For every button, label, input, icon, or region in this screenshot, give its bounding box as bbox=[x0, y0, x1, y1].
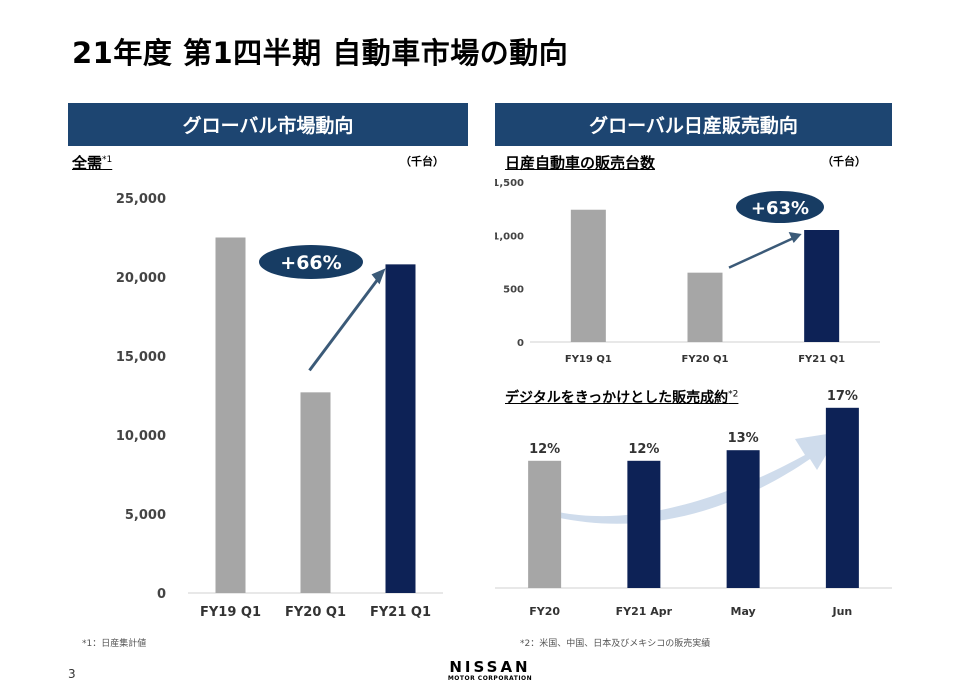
y-tick-label: 500 bbox=[503, 285, 524, 296]
x-tick-label: FY21 Q1 bbox=[370, 605, 431, 620]
digital-sales-label: デジタルをきっかけとした販売成約*2 bbox=[505, 389, 739, 406]
x-tick-label: FY19 Q1 bbox=[565, 354, 612, 365]
bar-fy20 bbox=[528, 460, 562, 588]
x-tick-label: FY21 Q1 bbox=[798, 354, 845, 365]
right-unit-label: （千台） bbox=[822, 155, 866, 168]
global-market-header: グローバル市場動向 bbox=[68, 103, 468, 146]
left-unit-label: （千台） bbox=[400, 155, 444, 168]
data-label: 12% bbox=[529, 442, 560, 457]
footnote-ref-1: *1 bbox=[102, 155, 113, 165]
nissan-sales-volume-label: 日産自動車の販売台数 bbox=[505, 154, 656, 172]
y-tick-label: 1,000 bbox=[495, 231, 524, 242]
bar-fy21-q1 bbox=[804, 230, 840, 342]
y-tick-label: 20,000 bbox=[116, 271, 166, 286]
x-tick-label: FY20 Q1 bbox=[285, 605, 346, 620]
growth-trend-arrow bbox=[555, 432, 840, 524]
growth-arrow-line bbox=[728, 236, 795, 269]
bar-may bbox=[726, 450, 760, 588]
y-tick-label: 0 bbox=[157, 587, 166, 602]
bar-fy21-apr bbox=[627, 460, 661, 588]
bar-fy20-q1 bbox=[300, 392, 331, 593]
growth-badge bbox=[736, 191, 824, 223]
footnote-1: *1：日産集計値 bbox=[82, 639, 147, 649]
y-tick-label: 10,000 bbox=[116, 429, 166, 444]
digital-sales-chart: 12% FY20 12% FY21 Apr 13% May 17% Jun bbox=[495, 389, 892, 618]
nissan-sales-chart: 0 500 1,000 1,500 FY19 Q1 FY20 Q1 FY21 Q1 +63% bbox=[495, 178, 880, 365]
global-market-chart: 0 5,000 10,000 15,000 20,000 25,000 FY19 Q1 FY2… bbox=[116, 192, 443, 620]
growth-badge-label: +63% bbox=[751, 198, 809, 219]
bar-fy19-q1 bbox=[570, 209, 606, 342]
x-tick-label: FY21 Apr bbox=[616, 605, 673, 618]
growth-badge-label: +66% bbox=[280, 252, 341, 274]
bar-fy19-q1 bbox=[215, 237, 246, 593]
x-tick-label: Jun bbox=[831, 605, 852, 618]
x-tick-label: FY20 Q1 bbox=[682, 354, 729, 365]
growth-arrow-head bbox=[788, 232, 802, 243]
x-tick-label: FY19 Q1 bbox=[200, 605, 261, 620]
bar-fy21-q1 bbox=[385, 264, 416, 593]
y-tick-label: 25,000 bbox=[116, 192, 166, 207]
footnote-ref-2: *2 bbox=[728, 389, 739, 400]
data-label: 12% bbox=[628, 442, 659, 457]
growth-badge bbox=[259, 245, 363, 279]
y-tick-label: 5,000 bbox=[125, 508, 166, 523]
x-tick-label: FY20 bbox=[529, 605, 560, 618]
bar-fy20-q1 bbox=[687, 272, 723, 342]
page-title: 21年度 第1四半期 自動車市場の動向 bbox=[72, 36, 569, 70]
growth-arrow-line bbox=[308, 277, 380, 372]
y-tick-label: 1,500 bbox=[495, 178, 524, 189]
x-tick-label: May bbox=[731, 605, 756, 618]
bar-jun bbox=[825, 407, 859, 588]
page-number: 3 bbox=[68, 667, 76, 681]
footnote-2: *2：米国、中国、日本及びメキシコの販売実績 bbox=[520, 639, 711, 649]
y-tick-label: 15,000 bbox=[116, 350, 166, 365]
data-label: 17% bbox=[827, 389, 858, 404]
nissan-logo: NISSAN MOTOR CORPORATION bbox=[447, 658, 533, 682]
total-demand-label: 全需*1 bbox=[72, 154, 113, 172]
data-label: 13% bbox=[728, 431, 759, 446]
global-nissan-sales-header: グローバル日産販売動向 bbox=[495, 103, 892, 146]
y-tick-label: 0 bbox=[517, 338, 524, 349]
growth-arrow-head bbox=[371, 268, 386, 285]
